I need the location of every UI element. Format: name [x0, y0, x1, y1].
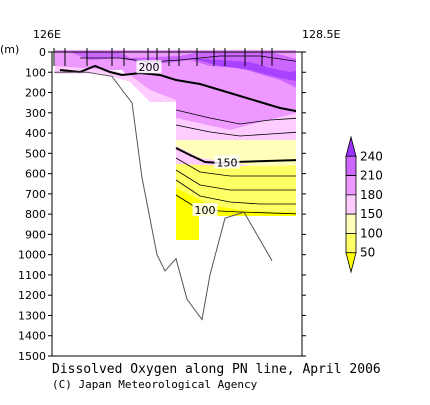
y-tick-label: 1000	[18, 249, 46, 262]
y-tick-label: 900	[25, 228, 46, 241]
fill-upper-240	[70, 52, 296, 88]
y-tick-label: 300	[25, 107, 46, 120]
contour-labels: 200 150 100	[136, 60, 240, 217]
contour-label: 200	[139, 61, 160, 74]
y-tick-label: 100	[25, 66, 46, 79]
x-label-east: 128.5E	[302, 28, 340, 41]
fill-deep-150	[176, 140, 296, 197]
contour-label-bg	[214, 155, 240, 169]
colorbar-label: 100	[360, 226, 383, 240]
colorbar-label: 240	[360, 149, 383, 163]
station-marks	[53, 48, 273, 66]
chart-title: Dissolved Oxygen along PN line, April 20…	[52, 362, 381, 377]
data-fill	[55, 50, 296, 240]
fill-core-240	[190, 58, 296, 82]
bathymetry-line	[54, 71, 273, 321]
y-tick-label: 1100	[18, 269, 46, 282]
chart-credit: (C) Japan Meteorological Agency	[52, 378, 258, 391]
colorbar: 240 210 180 150 100 50	[345, 135, 383, 274]
contour-label: 100	[195, 204, 216, 217]
y-tick-label: 800	[25, 208, 46, 221]
colorbar-segment	[345, 135, 357, 157]
y-tick-label: 1500	[18, 350, 46, 363]
colorbar-label: 180	[360, 188, 383, 202]
contour-inner	[80, 55, 296, 215]
colorbar-label: 150	[360, 207, 383, 221]
y-tick-label: 600	[25, 168, 46, 181]
y-tick-label: 1300	[18, 309, 46, 322]
colorbar-segment	[345, 252, 357, 274]
colorbar-segment	[345, 194, 357, 215]
y-tick-label: 1200	[18, 289, 46, 302]
colorbar-segment	[345, 233, 357, 254]
x-label-west: 126E	[33, 28, 61, 41]
plot-border	[51, 51, 303, 357]
y-tick-label: 400	[25, 127, 46, 140]
colorbar-label: 50	[360, 246, 375, 260]
fill-deep-50	[176, 188, 296, 240]
contour-150	[175, 147, 296, 165]
y-unit-label: (m)	[0, 43, 19, 56]
y-tick-label: 200	[25, 87, 46, 100]
contour-label: 150	[217, 156, 238, 169]
y-tick-label: 500	[25, 147, 46, 160]
y-axis-ticks: 0 100 200 300 400 500 600 700 800 900 1000 1100 1200…	[18, 46, 306, 363]
y-tick-label: 1400	[18, 330, 46, 343]
fill-shelf-light	[55, 66, 176, 102]
colorbar-segment	[345, 213, 357, 234]
contour-label-bg	[136, 60, 162, 74]
plot-frame	[51, 51, 303, 357]
y-tick-label: 0	[39, 46, 46, 59]
y-tick-label: 700	[25, 188, 46, 201]
colorbar-segment	[345, 155, 357, 176]
contour-200	[59, 64, 296, 113]
colorbar-label: 210	[360, 169, 383, 183]
colorbar-segment	[345, 175, 357, 196]
contour-label-bg	[192, 203, 218, 217]
